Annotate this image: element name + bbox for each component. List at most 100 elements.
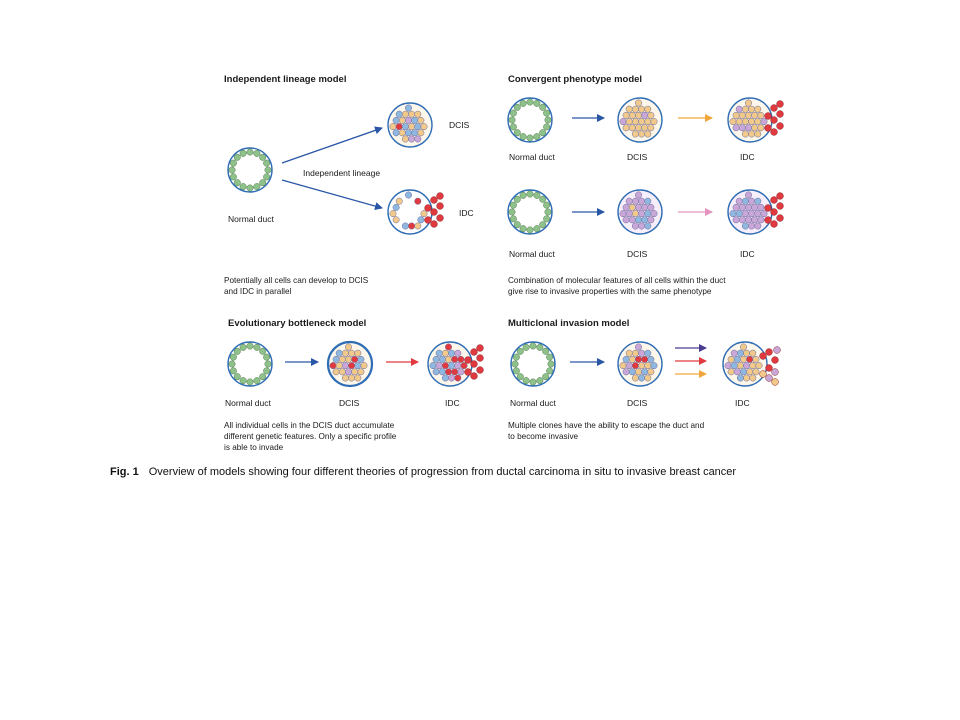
cell [745, 99, 752, 107]
cell [405, 129, 412, 137]
cell [732, 216, 740, 224]
label-normal-duct: Normal duct [225, 398, 271, 408]
invading-cell [773, 346, 781, 354]
cell [341, 349, 349, 357]
cell [732, 203, 740, 211]
cell [644, 130, 652, 138]
cell [748, 105, 756, 113]
cell [644, 105, 652, 113]
cell [754, 118, 762, 126]
cell [341, 374, 349, 382]
invading-cell [759, 370, 767, 378]
cell [748, 118, 756, 126]
cell [542, 347, 550, 355]
cell [389, 210, 397, 218]
cell [738, 203, 746, 211]
description-line: Combination of molecular features of all… [508, 276, 726, 285]
cell [519, 99, 527, 107]
duct-wall [617, 189, 663, 235]
invading-cell [764, 216, 772, 224]
cell [745, 191, 752, 199]
cell [438, 368, 446, 376]
cell [513, 103, 521, 111]
cell [631, 374, 639, 382]
cell [263, 367, 271, 375]
cell [405, 104, 412, 112]
cell [635, 191, 642, 199]
cell [754, 222, 762, 230]
cell [345, 368, 352, 376]
cell [743, 374, 751, 382]
cell [749, 349, 757, 357]
cell [631, 118, 639, 126]
cell [751, 111, 759, 119]
cell [454, 362, 462, 370]
cell [644, 349, 652, 357]
invading-cell [764, 204, 772, 212]
cell [647, 111, 655, 119]
cell [239, 343, 247, 351]
cell [401, 123, 409, 131]
cell [253, 343, 261, 351]
invading-cell [770, 128, 778, 136]
cell [357, 368, 365, 376]
cell [644, 362, 652, 370]
cell [526, 134, 534, 142]
cell [748, 130, 756, 138]
panel-heading: Convergent phenotype model [508, 74, 642, 85]
cell [544, 208, 552, 216]
invading-cell [476, 344, 484, 352]
invading-cell [776, 214, 784, 222]
cell [727, 368, 735, 376]
duct-wall [510, 341, 556, 387]
cell [253, 149, 261, 157]
cell [405, 116, 412, 124]
cell [735, 105, 743, 113]
cell [647, 355, 655, 363]
cell [345, 343, 352, 351]
label-normal-duct: Normal duct [510, 398, 556, 408]
cell [539, 129, 547, 137]
cell [641, 124, 649, 132]
cell [754, 105, 762, 113]
cell [345, 355, 352, 363]
duct-normal [507, 97, 553, 143]
invading-cell [470, 360, 478, 368]
cell [752, 355, 760, 363]
invading-cell [770, 220, 778, 228]
cell [239, 377, 247, 385]
invading-cell [430, 208, 438, 216]
caption-label: Fig. 1 [110, 466, 139, 478]
cell [509, 215, 517, 223]
invading-cell [765, 364, 773, 372]
invading-cell [776, 110, 784, 118]
cell [638, 130, 646, 138]
cell [619, 210, 627, 218]
cell [392, 116, 400, 124]
cell [641, 355, 649, 363]
cell [246, 378, 254, 386]
duct-wall [617, 97, 663, 143]
cell [338, 355, 346, 363]
cell [360, 362, 368, 370]
cell [395, 123, 403, 131]
invading-cell [765, 348, 773, 356]
cell [445, 355, 452, 363]
cell [253, 183, 261, 191]
cell [751, 216, 759, 224]
cell [264, 360, 272, 368]
cell [741, 222, 749, 230]
duct-idc [727, 97, 784, 143]
cell [724, 362, 732, 370]
cell [757, 111, 765, 119]
cell [401, 110, 409, 118]
cell [543, 201, 551, 209]
cell [420, 123, 428, 131]
cell [239, 183, 247, 191]
cell [635, 343, 642, 351]
cell [751, 203, 759, 211]
invading-cell [759, 352, 767, 360]
cell [536, 343, 544, 351]
cell [519, 191, 527, 199]
cell [457, 368, 465, 376]
